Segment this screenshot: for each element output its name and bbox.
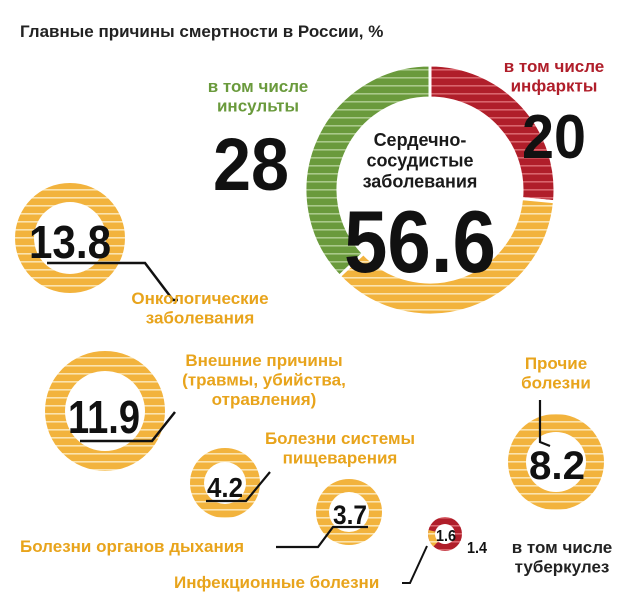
- other-label: Прочие болезни: [521, 354, 591, 393]
- respiratory-label: Болезни органов дыхания: [20, 537, 244, 556]
- respiratory-leader: [276, 525, 368, 549]
- digestive-label: Болезни системы пищеварения: [265, 429, 415, 468]
- infectious-hole: [435, 524, 455, 544]
- tb-value: 1.4: [467, 540, 487, 557]
- respiratory-value: 3.7: [333, 500, 367, 530]
- infarct-value: 20: [522, 103, 586, 172]
- onko-leader: [47, 261, 178, 302]
- respiratory-hole: [329, 492, 369, 532]
- main-value: 56.6: [344, 192, 496, 291]
- tb-label: в том числе туберкулез: [512, 538, 613, 577]
- main-donut: [303, 63, 557, 317]
- chart-title: Главные причины смертности в России, %: [20, 22, 383, 41]
- infectious-value: 1.6: [436, 528, 456, 545]
- digestive-leader: [206, 471, 271, 503]
- donut-stroke-segment: [303, 63, 432, 279]
- digestive-hole: [204, 462, 246, 504]
- main-label: Сердечно-сосудистые заболевания: [363, 130, 478, 191]
- external-hole: [65, 371, 145, 451]
- infectious-leader: [402, 545, 428, 584]
- external-leader: [80, 411, 176, 443]
- onko-value: 13.8: [29, 216, 111, 268]
- onko-hole: [34, 202, 106, 274]
- other-value: 8.2: [529, 444, 585, 488]
- stroke-value: 28: [213, 123, 289, 206]
- other-hole: [526, 432, 586, 492]
- infarct-label: в том числе инфаркты: [504, 57, 605, 96]
- external-label: Внешние причины (травмы, убийства, отравле…: [182, 351, 346, 409]
- stroke-label: в том числе инсульты: [208, 77, 309, 116]
- external-value: 11.9: [68, 391, 140, 443]
- infectious-label: Инфекционные болезни: [174, 573, 379, 592]
- digestive-value: 4.2: [207, 472, 243, 503]
- other-leader: [538, 400, 551, 448]
- onko-label: Онкологические заболевания: [131, 289, 268, 328]
